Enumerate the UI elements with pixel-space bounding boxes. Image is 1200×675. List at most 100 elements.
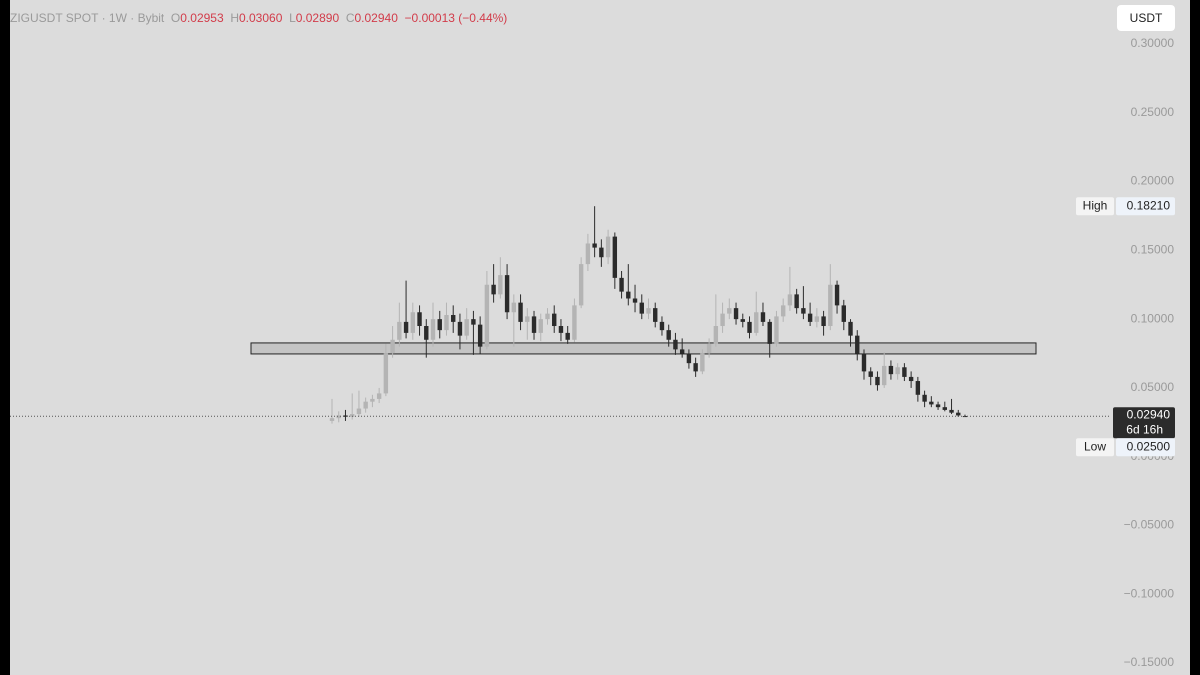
candle-body [612, 236, 618, 278]
candle-body [491, 284, 496, 295]
candle-body [915, 381, 921, 395]
candle-body [632, 298, 638, 303]
candle-body [545, 313, 550, 320]
y-tick-label: 0.10000 [1131, 311, 1175, 325]
marker-name-box [1076, 197, 1114, 216]
ohlc-label: L [289, 11, 296, 25]
symbol: ZIGUSDT SPOT · 1W · Bybit [10, 11, 165, 25]
candle-body [350, 414, 355, 417]
candle-body [814, 316, 820, 322]
candle-body [646, 308, 651, 314]
marker-value: 0.18210 [1127, 198, 1171, 212]
candle-body [336, 415, 341, 419]
candle-body [888, 365, 894, 375]
candle-body [585, 243, 591, 265]
ohlc-label: H [230, 11, 239, 25]
y-tick-label: −0.15000 [1124, 655, 1175, 669]
candle-body [713, 326, 719, 344]
y-tick-label: −0.05000 [1124, 518, 1175, 532]
candle-body [451, 315, 456, 322]
candle-body [902, 367, 907, 377]
marker-name: High [1083, 198, 1108, 212]
candle-body [592, 243, 597, 248]
y-tick-label: 0.20000 [1131, 174, 1175, 188]
last-price-label: 0.02940 [1127, 407, 1171, 421]
ohlc-value: 0.03060 [239, 11, 283, 25]
candle-body [801, 308, 806, 314]
candle-body [821, 316, 826, 327]
candle-body [908, 376, 914, 382]
candle-body [477, 324, 483, 347]
marker-value-box [1116, 197, 1175, 216]
candle-body [417, 312, 422, 327]
candle-body [363, 401, 368, 409]
candle-body [686, 353, 692, 364]
candle-body [511, 302, 517, 313]
ohlc-value: 0.02890 [295, 11, 340, 25]
candle-body [922, 394, 927, 402]
y-tick-label: 0.05000 [1131, 380, 1175, 394]
candle-body [740, 319, 745, 322]
candle-body [774, 316, 779, 344]
candle-body [760, 312, 766, 322]
candle-body [565, 332, 570, 340]
ohlc-label: O [170, 11, 181, 25]
ohlc-label: C [345, 11, 355, 25]
candle-body [410, 312, 416, 333]
candle-body [659, 321, 665, 331]
candle-body [626, 291, 631, 299]
currency-button[interactable]: USDT [1117, 5, 1175, 31]
candle-body [619, 277, 624, 292]
candle-body [834, 284, 840, 306]
candle-body [881, 365, 887, 386]
candle-body [383, 353, 389, 394]
candle-body [356, 408, 362, 415]
marker-name: Low [1084, 439, 1106, 453]
candle-body [956, 412, 961, 416]
candle-body [807, 313, 813, 322]
y-tick-label: −0.10000 [1124, 586, 1175, 600]
candle-body [397, 321, 402, 340]
candle-body [720, 313, 725, 327]
candle-body [700, 353, 705, 372]
candle-body [572, 305, 577, 340]
candle-body [538, 319, 543, 333]
candle-body [706, 343, 712, 354]
candle-body [437, 319, 442, 331]
candle-body [457, 321, 463, 336]
header: ZIGUSDT SPOT · 1W · Bybit O0.02953 H0.03… [10, 11, 507, 25]
candle-body [498, 275, 503, 295]
candle-body [484, 284, 490, 347]
candle-body [868, 371, 873, 377]
y-tick-label: 0.15000 [1131, 243, 1175, 257]
change: −0.00013 (−0.44%) [404, 11, 508, 25]
candle-body [727, 308, 732, 314]
candle-body [828, 284, 833, 327]
candle-body [343, 415, 348, 417]
candle-body [552, 313, 557, 327]
y-tick-label: 0.30000 [1131, 36, 1175, 50]
candle-body [935, 404, 941, 408]
ohlc-value: 0.02953 [180, 11, 224, 25]
countdown-label: 6d 16h [1126, 422, 1163, 436]
candle-body [787, 294, 793, 306]
candle-body [605, 236, 611, 258]
candle-body [929, 401, 934, 405]
candle-body [767, 321, 772, 344]
candle-body [679, 349, 685, 354]
y-tick-label: 0.25000 [1131, 105, 1175, 119]
candle-body [754, 312, 759, 333]
candle-body [855, 335, 860, 354]
candle-body [424, 326, 429, 340]
candle-body [780, 305, 786, 317]
marker-value: 0.02500 [1127, 439, 1171, 453]
candle-body [848, 321, 853, 336]
candle-body [370, 398, 375, 402]
candle-body [504, 275, 510, 313]
candle-body [599, 247, 604, 258]
candle-body [653, 308, 658, 322]
candle-body [531, 316, 537, 333]
candle-body [403, 321, 409, 333]
candle-body [841, 305, 846, 322]
marker-value-box [1116, 438, 1175, 457]
